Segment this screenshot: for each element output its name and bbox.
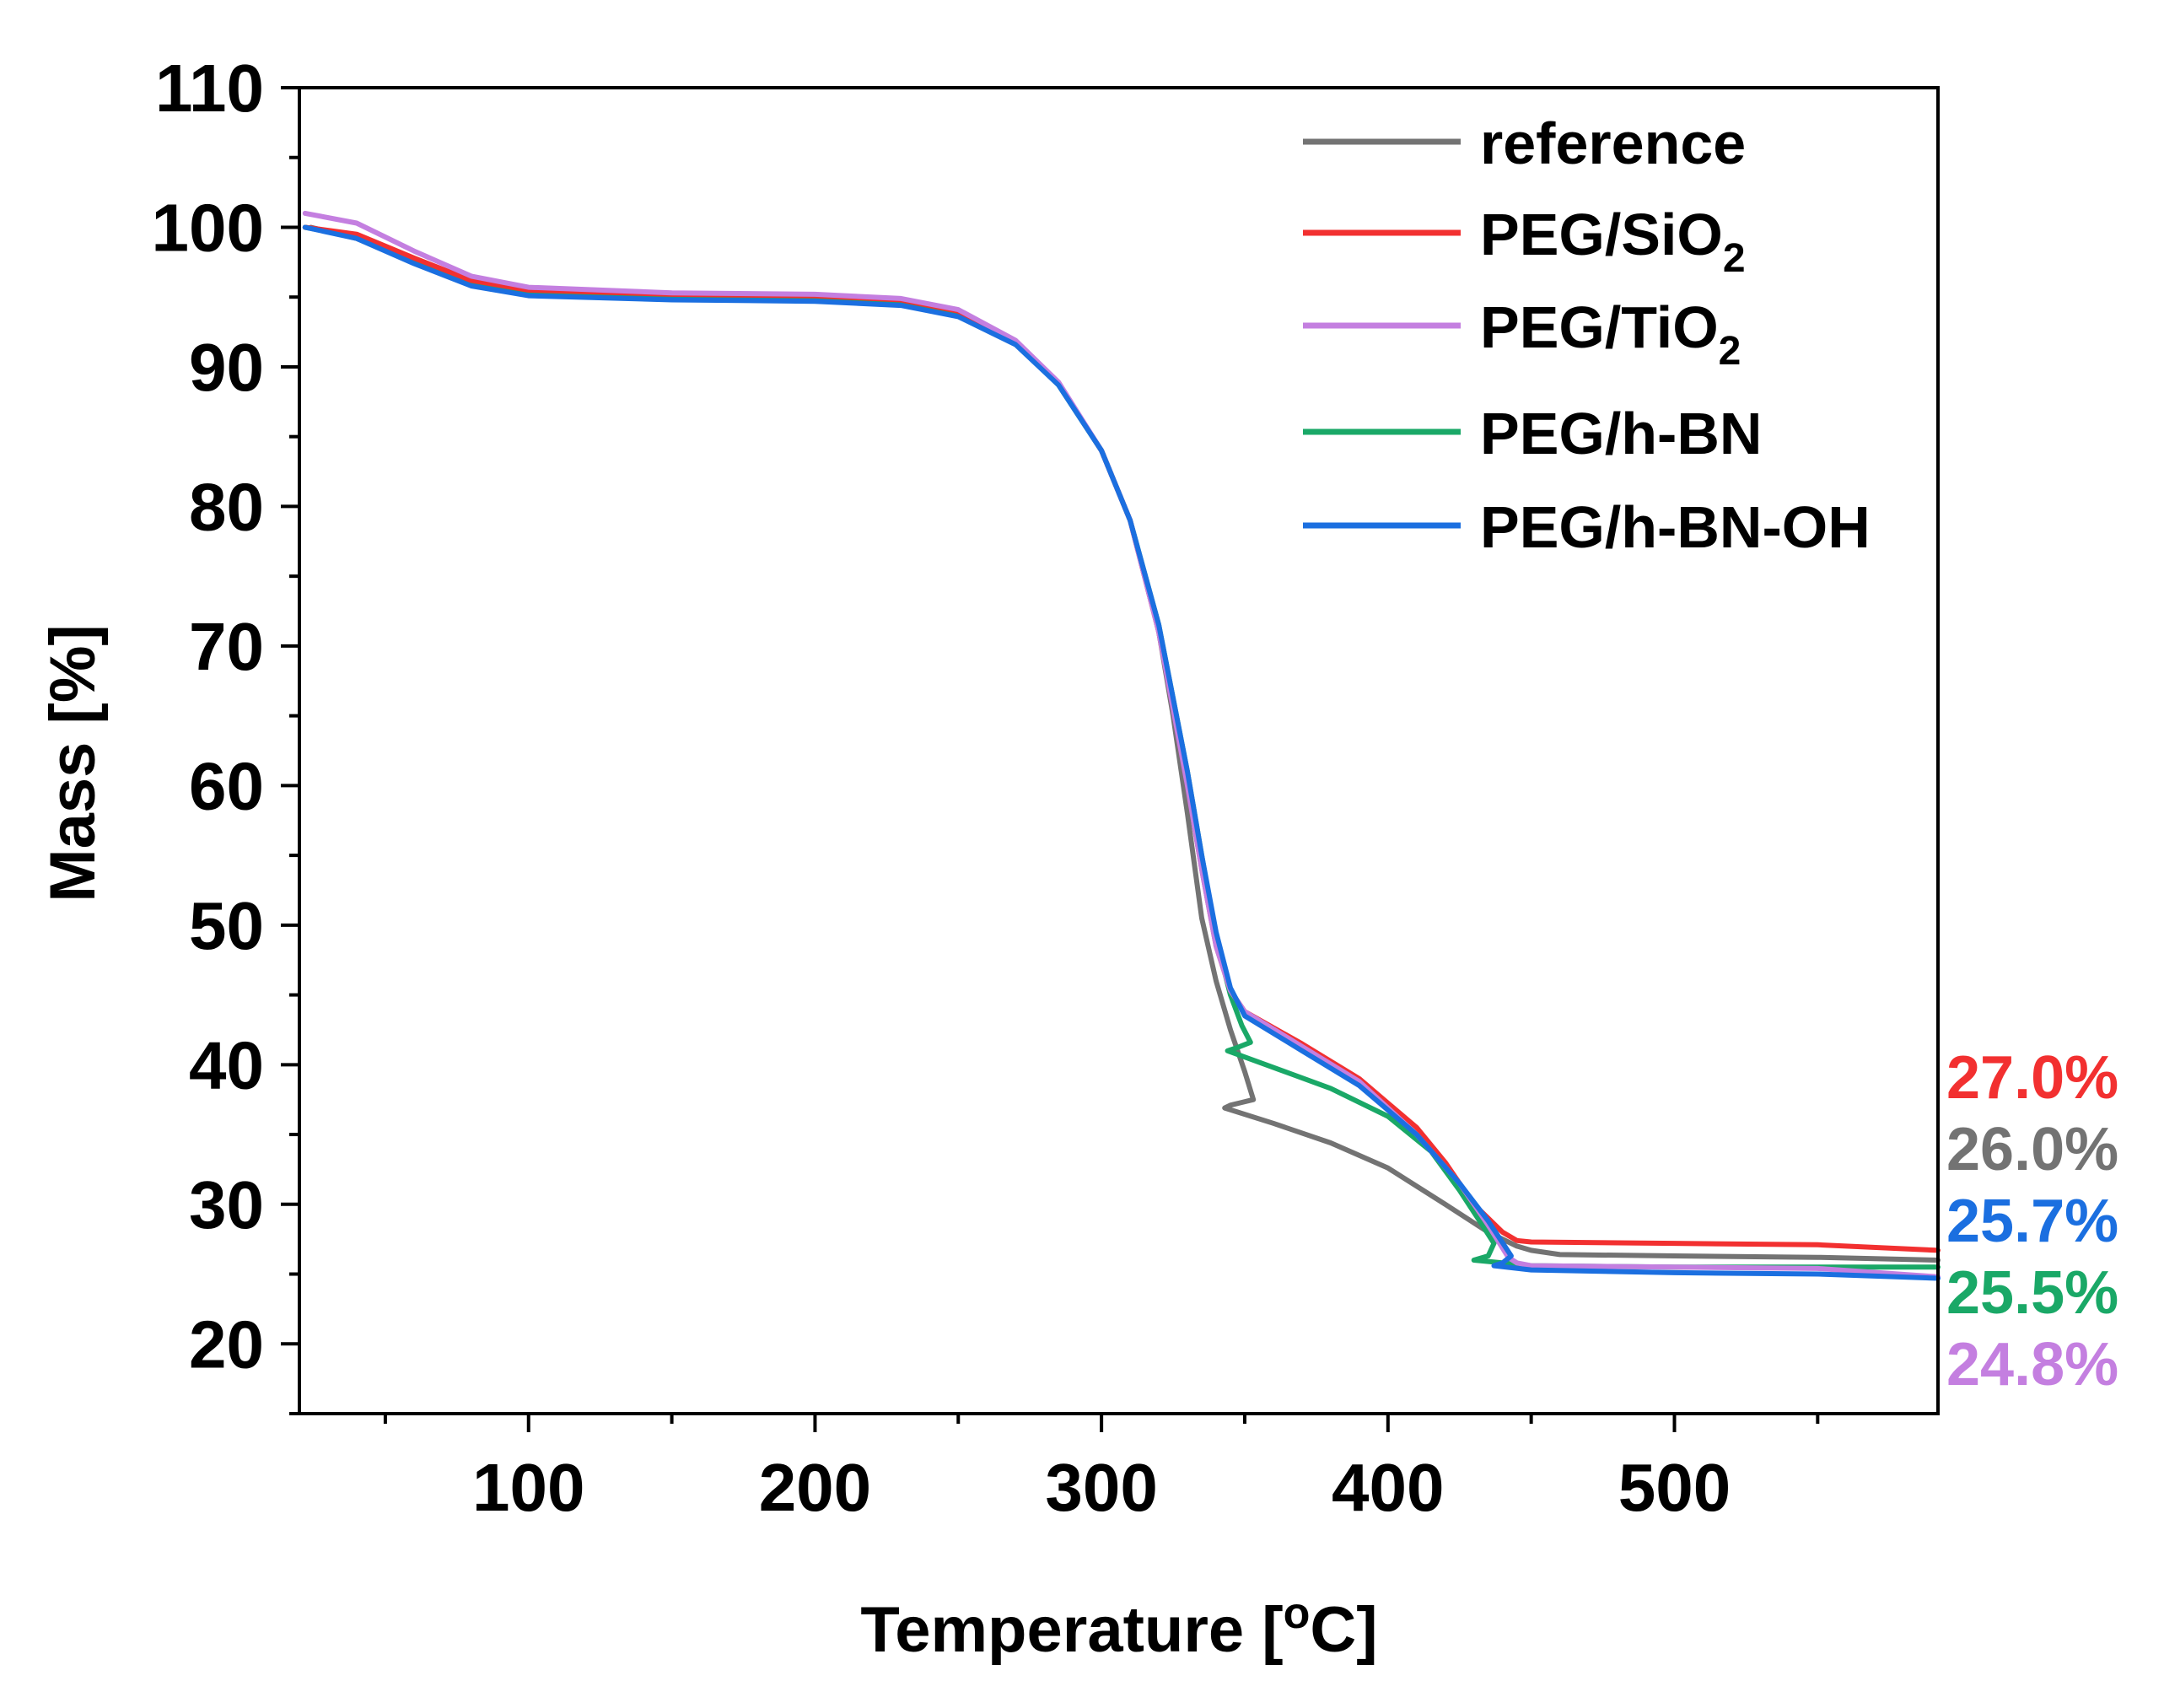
- residue-label: 24.8%: [1946, 1331, 2118, 1398]
- y-axis-title: Mass [%]: [37, 624, 109, 902]
- y-tick-label: 80: [189, 469, 264, 544]
- x-tick-label: 300: [1045, 1450, 1157, 1525]
- legend-label: PEG/TiO2: [1480, 294, 1741, 374]
- y-tick-label: 20: [189, 1307, 264, 1382]
- y-tick-label: 40: [189, 1027, 264, 1102]
- x-tick-label: 200: [759, 1450, 871, 1525]
- series-line-peg-h-bn: [302, 224, 1941, 1270]
- legend-label: PEG/h-BN-OH: [1480, 494, 1871, 560]
- series-line-peg-h-bn-oh: [302, 224, 1941, 1281]
- y-tick-label: 90: [189, 330, 264, 405]
- y-tick-label: 100: [152, 190, 264, 265]
- y-tick-label: 110: [155, 51, 264, 126]
- x-axis-title: Temperature [oC]: [860, 1589, 1377, 1666]
- residue-label: 27.0%: [1946, 1044, 2118, 1112]
- plot-frame: [298, 86, 1940, 1415]
- residue-label: 26.0%: [1946, 1116, 2118, 1183]
- legend-label: reference: [1480, 110, 1746, 176]
- series-lines: [302, 210, 1941, 1281]
- legend-label: PEG/SiO2: [1480, 202, 1746, 281]
- y-tick-label: 50: [189, 888, 264, 963]
- x-axis-ticks: 100 200 300 400 500: [383, 1414, 1820, 1525]
- y-tick-label: 60: [189, 748, 264, 823]
- x-tick-label: 100: [472, 1450, 584, 1525]
- x-tick-label: 400: [1332, 1450, 1444, 1525]
- residue-labels: 27.0%26.0%25.7%25.5%24.8%: [1946, 1044, 2118, 1398]
- legend: reference PEG/SiO2 PEG/TiO2 PEG/h-BN PEG/h-B…: [1303, 110, 1871, 560]
- residue-label: 25.5%: [1946, 1259, 2118, 1327]
- legend-label: PEG/h-BN: [1480, 401, 1762, 466]
- residue-label: 25.7%: [1946, 1188, 2118, 1255]
- y-tick-label: 30: [189, 1167, 264, 1242]
- y-tick-label: 70: [189, 609, 264, 684]
- x-tick-label: 500: [1618, 1450, 1731, 1525]
- y-axis-ticks: 20 30 40 50 60 70 80 90 100 110: [152, 51, 299, 1415]
